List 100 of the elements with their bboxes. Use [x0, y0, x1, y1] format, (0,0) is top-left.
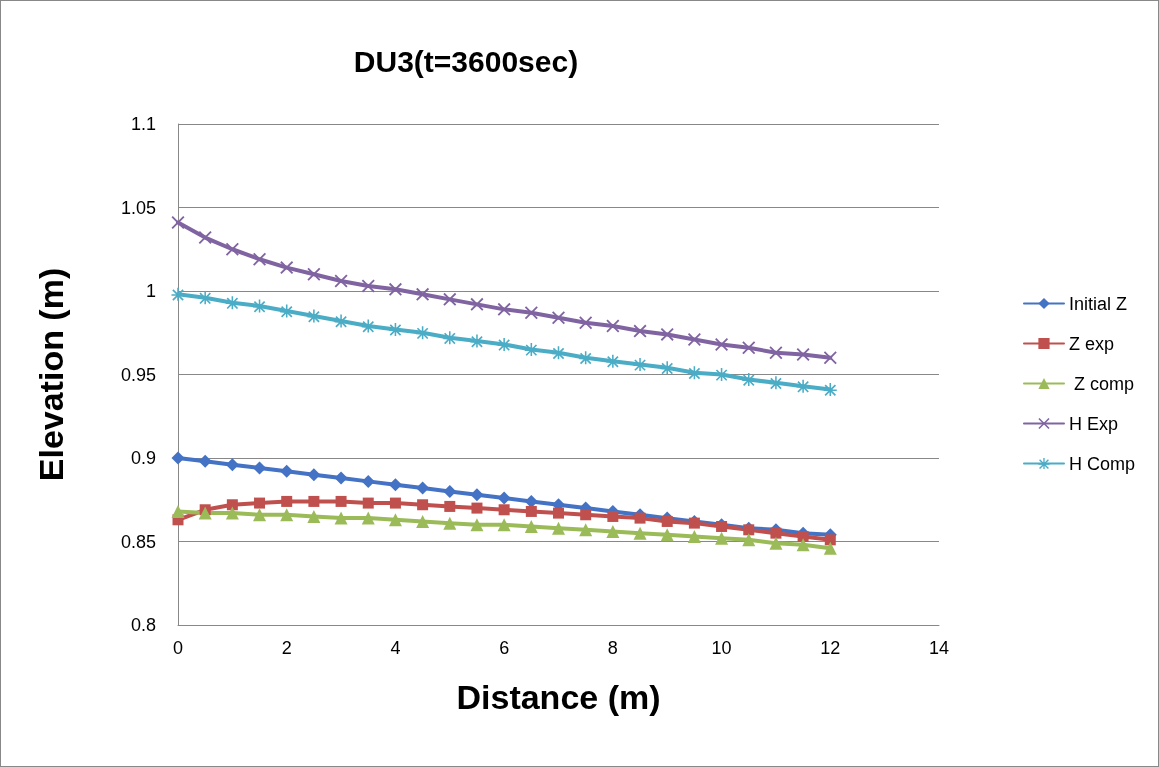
point — [361, 279, 375, 293]
point — [553, 507, 564, 519]
point — [769, 346, 783, 360]
point — [388, 322, 402, 336]
point — [796, 379, 810, 393]
point — [388, 282, 402, 296]
point — [552, 521, 565, 535]
point — [769, 536, 783, 550]
point — [388, 478, 402, 492]
point — [307, 309, 321, 323]
point — [497, 491, 511, 505]
point — [497, 518, 511, 532]
point — [580, 509, 592, 521]
point — [770, 527, 782, 539]
point — [579, 523, 593, 537]
point — [361, 319, 375, 333]
y-tick-label: 0.9 — [130, 448, 156, 468]
point — [307, 267, 321, 281]
legend-label: H Exp — [1068, 413, 1119, 434]
point — [470, 334, 484, 348]
y-tick-label: 0.8 — [130, 615, 156, 635]
y-tick-label: 1.1 — [130, 114, 156, 134]
point — [607, 510, 619, 522]
point — [416, 481, 430, 495]
point — [443, 516, 457, 530]
x-axis-title: Distance (m) — [456, 678, 661, 716]
point — [335, 495, 347, 507]
y-tick-label: 1 — [145, 281, 156, 301]
point — [661, 515, 673, 527]
point — [606, 524, 620, 538]
point — [280, 261, 294, 275]
point — [171, 287, 185, 301]
legend-label: Initial Z — [1068, 293, 1128, 314]
point — [633, 526, 647, 540]
point — [307, 468, 321, 482]
point — [470, 488, 484, 502]
point — [361, 511, 375, 525]
point — [823, 351, 837, 365]
point — [416, 514, 430, 528]
point — [444, 500, 456, 512]
point — [388, 513, 402, 527]
point — [225, 242, 239, 256]
point — [198, 454, 212, 468]
point — [280, 464, 294, 478]
point — [497, 302, 511, 316]
x-tick-label: 6 — [499, 638, 510, 658]
point — [633, 324, 647, 338]
y-axis-title: Elevation (m) — [32, 267, 70, 482]
x-tick-label: 10 — [711, 638, 732, 658]
y-tick-label: 1.05 — [120, 197, 156, 218]
x-tick-label: 2 — [281, 638, 292, 658]
point — [253, 461, 267, 475]
x-tick-label: 0 — [172, 638, 184, 658]
point — [443, 484, 457, 498]
point — [416, 326, 430, 340]
point — [497, 337, 511, 351]
point — [226, 499, 238, 511]
point — [253, 252, 267, 266]
point — [606, 354, 620, 368]
point — [470, 518, 484, 532]
point — [796, 538, 810, 552]
point — [334, 314, 348, 328]
point — [742, 373, 756, 387]
point — [253, 508, 267, 522]
point — [606, 319, 620, 333]
point — [634, 512, 646, 524]
legend-label: H Comp — [1068, 453, 1135, 474]
point — [687, 529, 701, 543]
point — [579, 316, 593, 330]
point — [742, 533, 756, 547]
y-tick-label: 0.85 — [120, 531, 156, 552]
point — [687, 332, 701, 346]
chart-title: DU3(t=3600sec) — [353, 44, 579, 78]
point — [280, 508, 294, 522]
point — [416, 287, 430, 301]
point — [443, 292, 457, 306]
point — [362, 497, 374, 509]
point — [198, 291, 212, 305]
point — [797, 530, 809, 542]
point — [225, 458, 239, 472]
point — [769, 376, 783, 390]
point — [171, 504, 185, 518]
y-tick-label: 0.95 — [120, 364, 156, 385]
point — [824, 534, 836, 546]
point — [823, 541, 837, 555]
point — [660, 528, 674, 542]
point — [443, 331, 457, 345]
point — [253, 299, 267, 313]
point — [660, 327, 674, 341]
point — [579, 351, 593, 365]
x-tick-label: 14 — [928, 638, 950, 658]
point — [552, 311, 565, 325]
point — [525, 505, 537, 517]
x-tick-label: 12 — [820, 638, 841, 658]
point — [308, 495, 320, 507]
point — [389, 497, 401, 509]
point — [307, 509, 321, 523]
x-tick-label: 8 — [607, 638, 618, 658]
point — [198, 231, 212, 245]
point — [715, 531, 729, 545]
